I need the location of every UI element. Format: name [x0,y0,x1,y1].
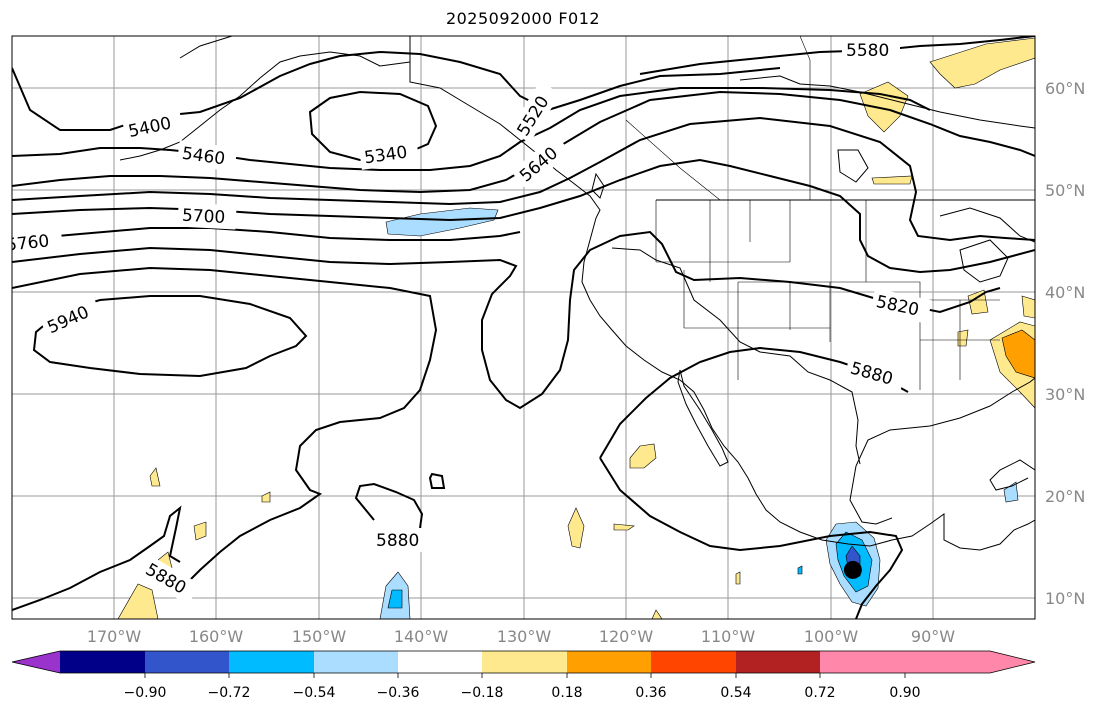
lon-label-150w: 150°W [292,627,347,646]
longitude-labels: 170°W 160°W 150°W 140°W 130°W 120°W 110°… [87,627,955,646]
map-frame [11,35,1036,620]
contour-label-5880-central: 5880 [376,531,419,551]
colorbar-tick-label: 0.18 [551,685,582,701]
lat-label-10n: 10°N [1045,589,1085,608]
lon-label-90w: 90°W [911,627,955,646]
contour-label-5700: 5700 [181,206,225,228]
colorbar-bin-3 [229,651,314,673]
lon-label-100w: 100°W [804,627,859,646]
colorbar-bin-2 [145,651,230,673]
colorbar-bin-9 [736,651,821,673]
colorbar-tick-label: 0.72 [804,685,835,701]
map-title: 2025092000 F012 [445,9,601,28]
colorbar-tick-label: −0.72 [208,685,251,701]
contour-labels: 5580 5520 5400 5340 5460 5640 5700 5760 … [5,38,932,605]
lon-label-110w: 110°W [701,627,756,646]
colorbar-extend-high [905,651,1035,673]
lon-label-160w: 160°W [189,627,244,646]
lat-label-60n: 60°N [1045,79,1085,98]
state-borders [625,36,1000,390]
lon-label-140w: 140°W [394,627,449,646]
colorbar-bin-6 [482,651,567,673]
colorbar-bin-1 [60,651,145,673]
height-contours [12,36,1035,619]
lat-label-20n: 20°N [1045,487,1085,506]
colorbar-extend-low [12,651,60,673]
colorbar-tick-label: 0.90 [889,685,920,701]
colorbar-tick-label: −0.36 [377,685,420,701]
map-canvas: 5580 5520 5400 5340 5460 5640 5700 5760 … [5,36,1035,619]
latitude-labels: 60°N 50°N 40°N 30°N 20°N 10°N [1045,79,1085,608]
anomaly-shading [117,37,1035,619]
colorbar: −0.90 −0.72 −0.54 −0.36 −0.18 0.18 0.36 … [11,650,1036,701]
colorbar-bin-5 [398,651,483,673]
colorbar-bin-10 [820,651,905,673]
colorbar-tick-label: 0.54 [720,685,751,701]
contour-label-5760: 5760 [5,231,50,255]
colorbar-bin-4 [314,651,399,673]
colorbar-tick-label: −0.90 [124,685,167,701]
colorbar-tick-label: 0.36 [635,685,666,701]
lat-label-40n: 40°N [1045,283,1085,302]
colorbar-tick-label: −0.54 [293,685,336,701]
lat-label-30n: 30°N [1045,385,1085,404]
lon-label-120w: 120°W [599,627,654,646]
contour-label-5580: 5580 [846,41,889,61]
lat-label-50n: 50°N [1045,181,1085,200]
colorbar-tick-label: −0.18 [461,685,504,701]
lon-label-170w: 170°W [87,627,142,646]
storm-center-marker [843,560,862,579]
lon-label-130w: 130°W [497,627,552,646]
colorbar-bin-8 [651,651,736,673]
colorbar-bin-7 [567,651,652,673]
